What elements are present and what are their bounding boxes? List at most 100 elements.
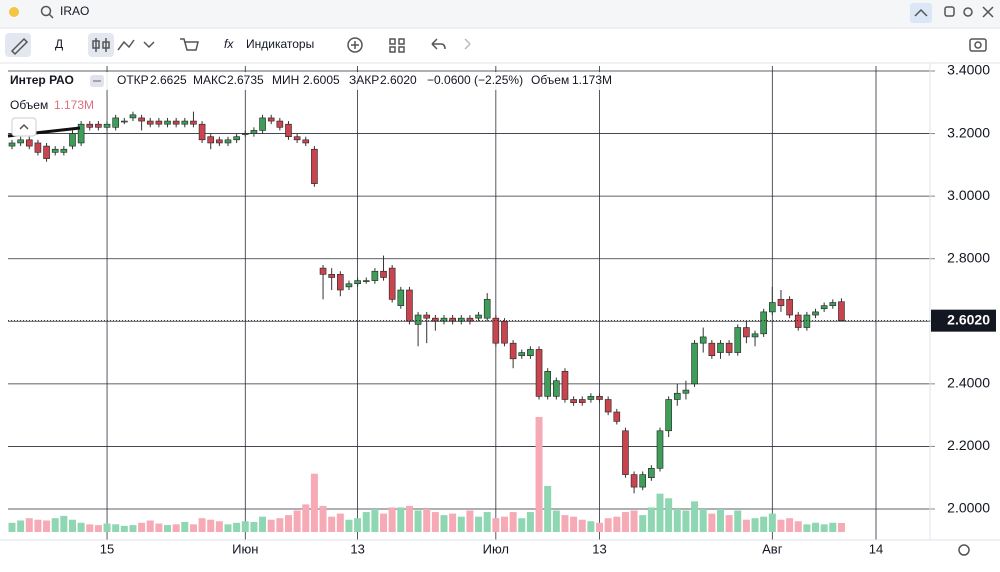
volume-bar bbox=[51, 518, 59, 532]
candle-body bbox=[354, 280, 361, 285]
volume-bar bbox=[17, 520, 25, 532]
volume-bar bbox=[129, 525, 137, 532]
volume-bar bbox=[310, 473, 318, 532]
dropdown-button[interactable] bbox=[143, 41, 155, 49]
volume-bar bbox=[535, 416, 543, 532]
volume-bar bbox=[181, 522, 189, 532]
search-icon[interactable] bbox=[40, 5, 52, 17]
pencil-icon bbox=[10, 37, 29, 56]
candle-body bbox=[838, 301, 845, 321]
candle-body bbox=[337, 274, 344, 291]
candle-icon-body bbox=[102, 41, 110, 49]
candle-body bbox=[397, 289, 405, 306]
volume-bar bbox=[68, 519, 76, 532]
symbol-name: Интер РАО bbox=[10, 73, 74, 87]
x-tick-label: 13 bbox=[592, 541, 606, 556]
volume-bar bbox=[768, 513, 776, 532]
pane-collapse[interactable] bbox=[11, 117, 37, 137]
candle-body bbox=[794, 314, 802, 328]
candle-body bbox=[812, 311, 819, 316]
y-tick-label: 2.0000 bbox=[947, 500, 990, 516]
volume-value: 1.173M bbox=[572, 73, 612, 87]
volume-bar bbox=[146, 520, 154, 532]
x-tick-label: Авг bbox=[762, 541, 783, 556]
axis-settings[interactable] bbox=[958, 544, 970, 556]
candle-body bbox=[34, 142, 42, 153]
candle-body bbox=[561, 371, 569, 400]
candle-body bbox=[267, 117, 275, 122]
candle-body bbox=[77, 123, 85, 144]
candle-body bbox=[769, 302, 776, 313]
volume-bar bbox=[164, 525, 172, 532]
candle-body bbox=[509, 342, 517, 360]
volume-bar bbox=[725, 515, 733, 532]
volume-bar bbox=[682, 510, 690, 532]
candle-body bbox=[578, 399, 586, 403]
add-icon bbox=[351, 41, 359, 49]
window-dot bbox=[9, 7, 19, 17]
close-button[interactable] bbox=[982, 6, 994, 18]
candle-body bbox=[648, 468, 655, 479]
candle-body bbox=[17, 139, 24, 144]
close-label: ЗАКР bbox=[349, 73, 379, 87]
candle-body bbox=[622, 430, 629, 475]
candle-body bbox=[311, 148, 318, 184]
volume-bar bbox=[492, 518, 500, 532]
volume-bar bbox=[34, 519, 42, 532]
volume-bar bbox=[475, 516, 483, 532]
volume-bar bbox=[829, 522, 837, 532]
volume-bar bbox=[276, 518, 284, 532]
indicators-button[interactable]: Индикаторы bbox=[246, 37, 314, 51]
volume-pane-value: 1.173M bbox=[54, 98, 94, 112]
volume-bar bbox=[518, 518, 526, 532]
volume-bar bbox=[604, 518, 612, 532]
candle-body bbox=[691, 342, 698, 385]
volume-bar bbox=[328, 516, 336, 532]
screenshot-button[interactable] bbox=[969, 38, 987, 52]
volume-bar bbox=[812, 522, 820, 532]
search-icon-handle bbox=[48, 13, 54, 19]
candle-type-button[interactable] bbox=[88, 33, 114, 57]
candle-body bbox=[138, 117, 145, 122]
candle-body bbox=[432, 317, 439, 322]
volume-bar bbox=[233, 522, 241, 532]
cart-button[interactable] bbox=[180, 38, 199, 51]
settings-button[interactable] bbox=[963, 7, 973, 17]
volume-bar bbox=[155, 523, 163, 532]
candle-body bbox=[60, 148, 68, 153]
candle-body bbox=[699, 336, 707, 344]
open-value: 2.6625 bbox=[150, 73, 187, 87]
candle-body bbox=[146, 120, 154, 125]
candle-body bbox=[86, 123, 94, 128]
candle-body bbox=[224, 139, 232, 144]
volume-pane-label: Объем bbox=[10, 98, 48, 112]
volume-bar bbox=[647, 507, 655, 532]
search-text[interactable]: IRAO bbox=[60, 4, 89, 18]
candle-body bbox=[371, 270, 379, 281]
candle-body bbox=[302, 139, 310, 144]
volume-bar bbox=[103, 523, 111, 532]
volume-bar bbox=[837, 523, 845, 532]
volume-bar bbox=[207, 519, 215, 532]
interval-button[interactable]: Д bbox=[55, 37, 63, 51]
candle-body bbox=[319, 267, 327, 275]
volume-bar bbox=[665, 498, 673, 532]
undo-button[interactable] bbox=[431, 38, 446, 50]
x-tick-label: 15 bbox=[100, 541, 114, 556]
volume-bar bbox=[189, 524, 197, 532]
collapse-button[interactable] bbox=[910, 3, 932, 23]
candle-body bbox=[95, 123, 102, 128]
volume-bar bbox=[440, 515, 448, 532]
line-type-button[interactable] bbox=[117, 39, 135, 51]
volume-bar bbox=[596, 522, 604, 532]
add-button[interactable] bbox=[347, 37, 363, 53]
volume-bar bbox=[578, 519, 586, 532]
window-button[interactable] bbox=[944, 6, 955, 17]
x-tick-label: Июн bbox=[232, 541, 258, 556]
candle-body bbox=[293, 136, 301, 141]
candle-body bbox=[535, 349, 543, 397]
redo-button[interactable] bbox=[464, 38, 471, 50]
layout-button[interactable] bbox=[389, 38, 405, 53]
volume-bar bbox=[172, 524, 180, 532]
